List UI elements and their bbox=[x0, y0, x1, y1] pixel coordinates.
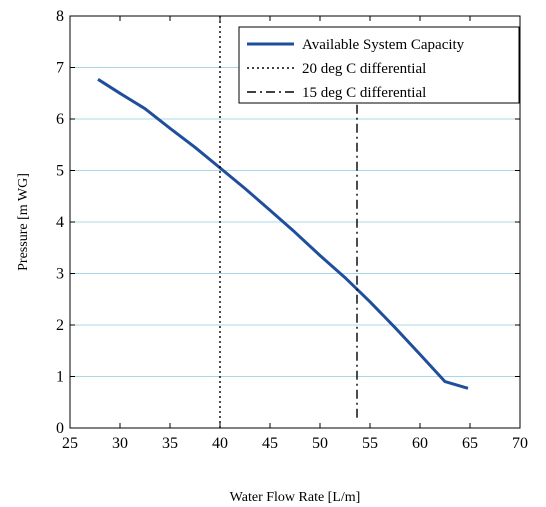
legend-box bbox=[238, 26, 520, 104]
x-tick-label: 55 bbox=[362, 435, 378, 452]
x-tick-label: 50 bbox=[312, 435, 328, 452]
y-tick-label: 7 bbox=[56, 60, 64, 77]
series-layer bbox=[97, 16, 469, 428]
y-tick-label: 5 bbox=[56, 163, 64, 180]
x-tick-label: 70 bbox=[512, 435, 528, 452]
x-tick-label: 40 bbox=[212, 435, 228, 452]
y-tick-label: 3 bbox=[56, 266, 64, 283]
x-tick-label: 35 bbox=[162, 435, 178, 452]
x-tick-label: 30 bbox=[112, 435, 128, 452]
x-tick-label: 25 bbox=[62, 435, 78, 452]
x-tick-label: 45 bbox=[262, 435, 278, 452]
y-tick-label: 2 bbox=[56, 317, 64, 334]
legend: Available System Capacity 20 deg C differ… bbox=[238, 26, 520, 104]
series-line-0 bbox=[97, 78, 469, 390]
grid-lines bbox=[70, 67, 520, 377]
y-tick-label: 8 bbox=[56, 8, 64, 25]
y-tick-label: 1 bbox=[56, 369, 64, 386]
y-axis-label: Pressure [m WG] bbox=[16, 173, 31, 271]
legend-label-2: 15 deg C differential bbox=[302, 85, 426, 101]
y-tick-label: 0 bbox=[56, 420, 64, 437]
y-tick-label: 6 bbox=[56, 111, 64, 128]
x-tick-label: 60 bbox=[412, 435, 428, 452]
x-tick-label: 65 bbox=[462, 435, 478, 452]
legend-label-0: Available System Capacity bbox=[302, 37, 465, 53]
x-axis-label: Water Flow Rate [L/m] bbox=[230, 490, 361, 505]
legend-label-1: 20 deg C differential bbox=[302, 61, 426, 77]
y-tick-label: 4 bbox=[56, 214, 64, 231]
